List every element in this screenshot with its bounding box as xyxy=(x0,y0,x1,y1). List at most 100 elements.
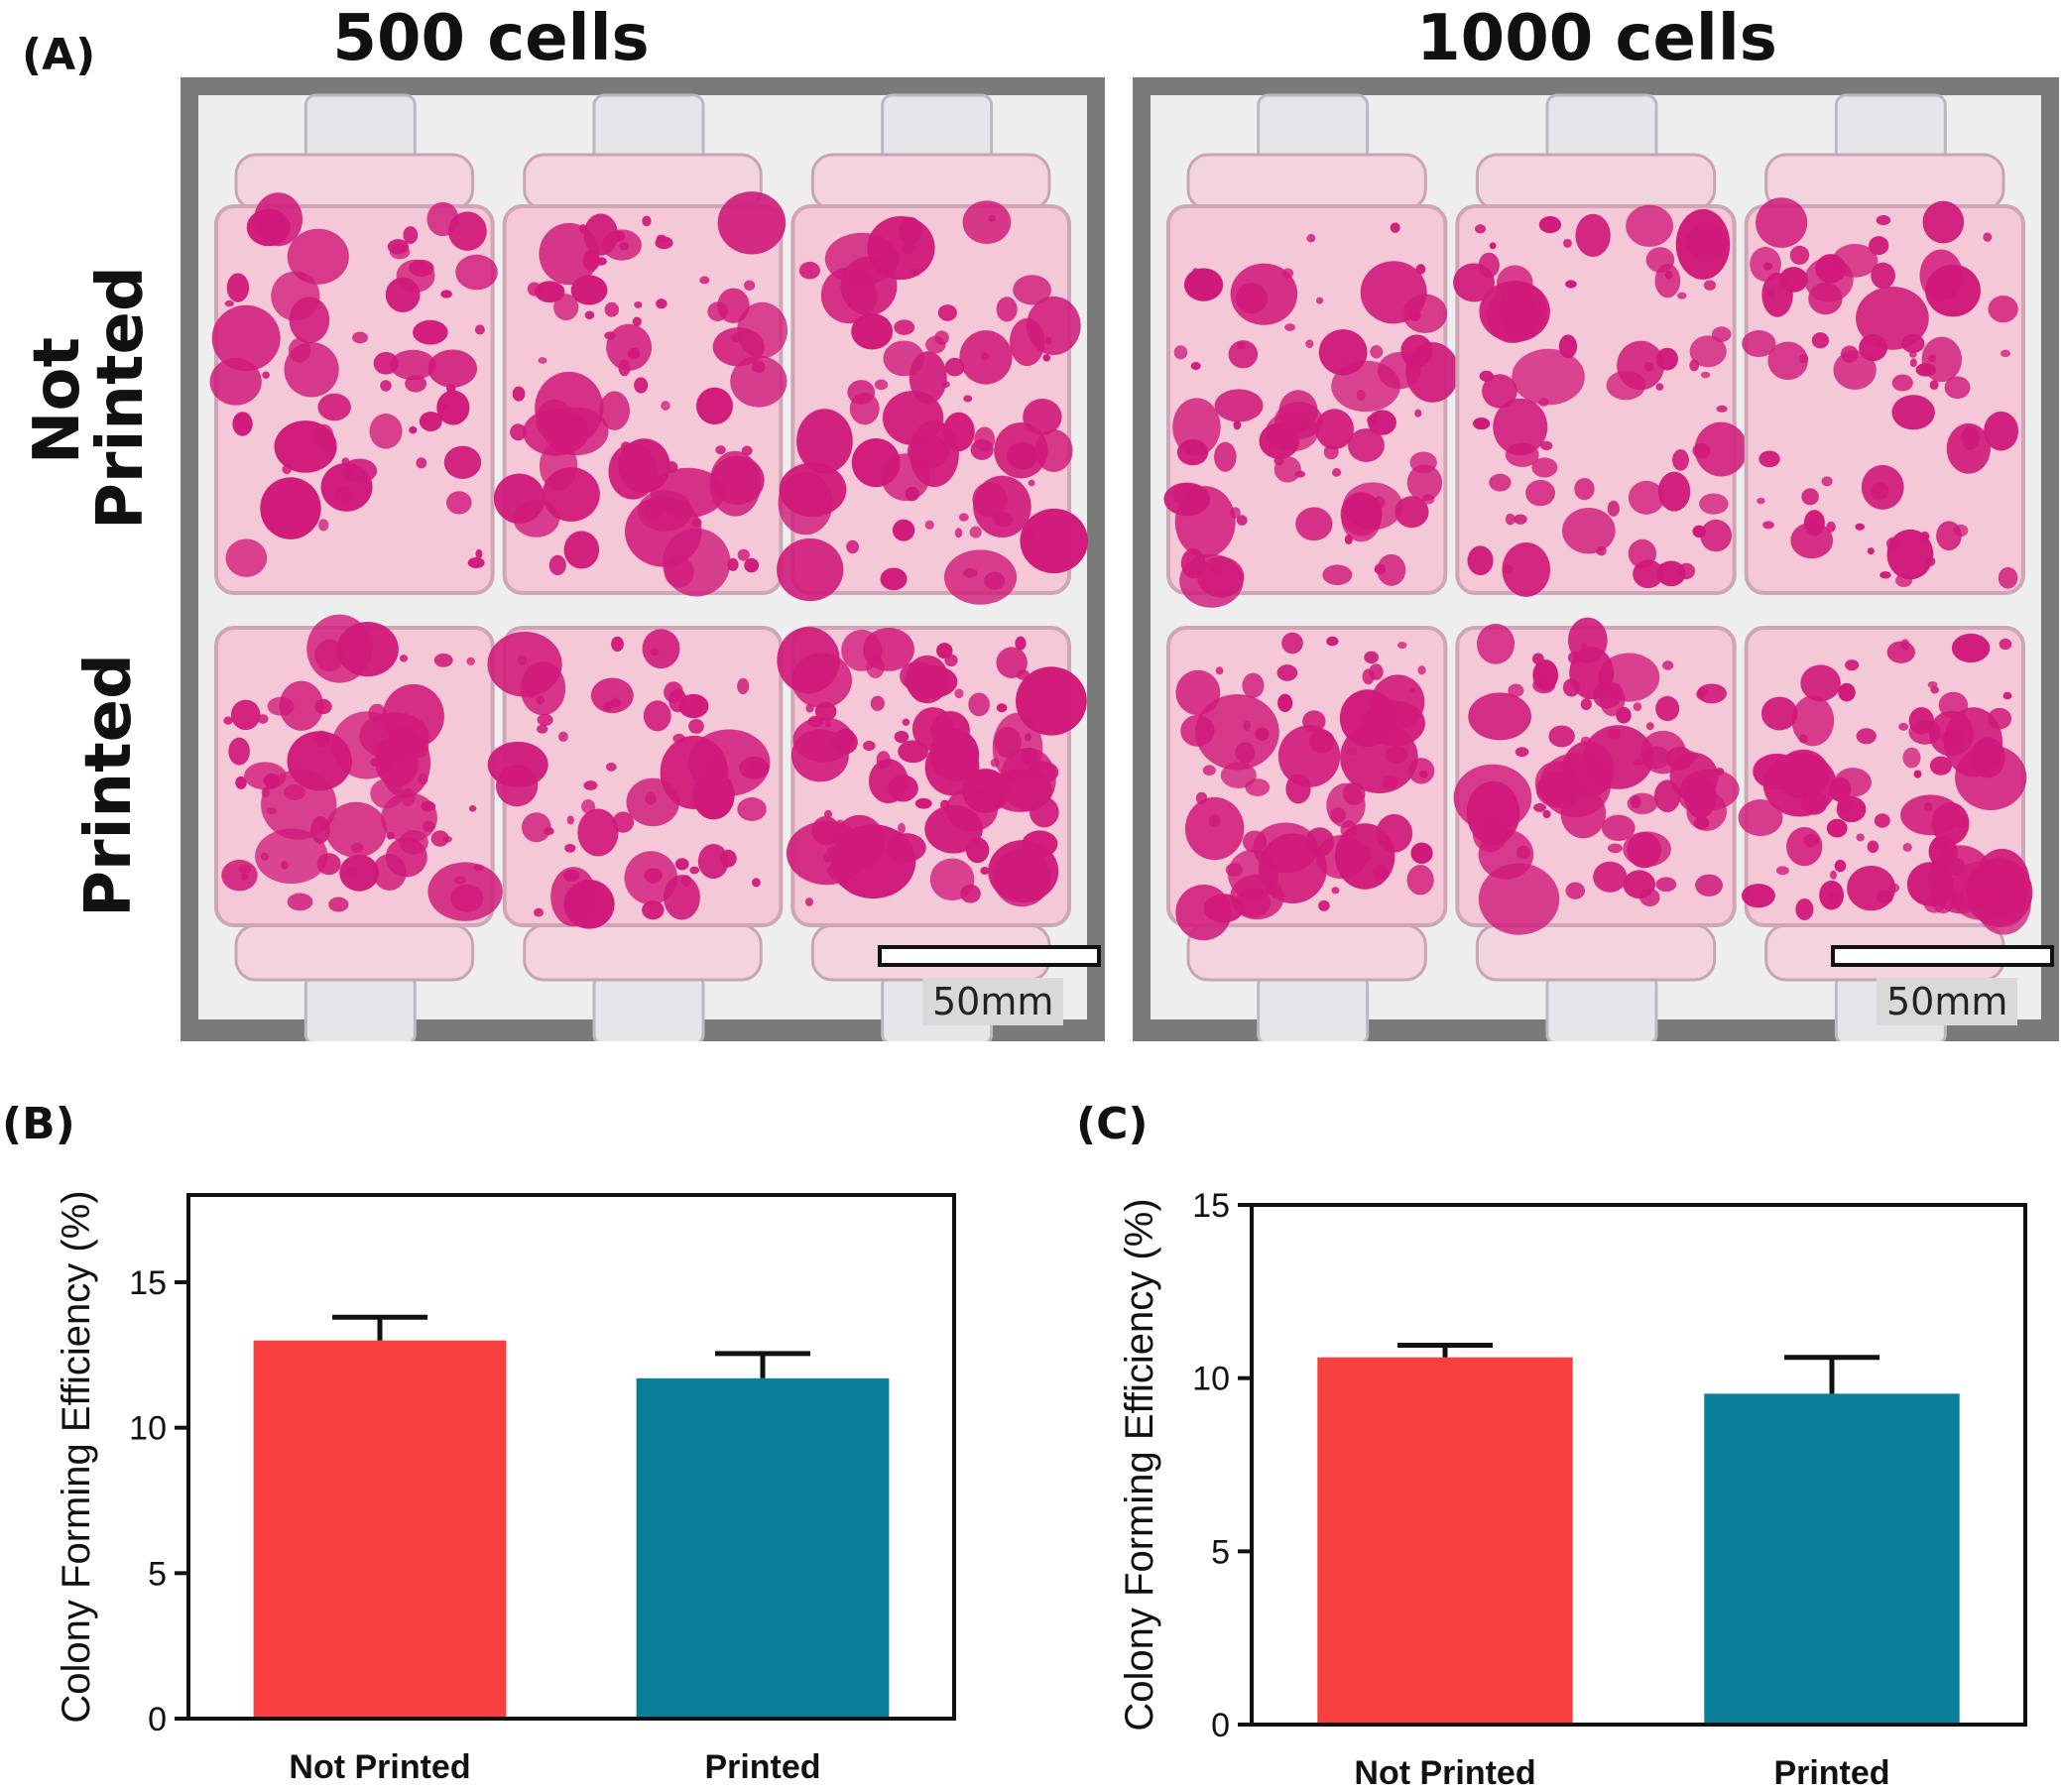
colony xyxy=(221,859,258,892)
colony xyxy=(271,271,320,321)
colony xyxy=(1028,479,1035,487)
colony xyxy=(959,330,1013,385)
colony xyxy=(1390,222,1400,233)
chart-b-svg: 0 5 10 15 Not Printed Printed Colony Forming E… xyxy=(55,1190,956,1786)
colony xyxy=(1175,669,1221,716)
colony xyxy=(1655,877,1677,893)
colony xyxy=(1607,500,1620,517)
colony xyxy=(1020,508,1089,574)
colony xyxy=(1376,813,1413,853)
colony xyxy=(1593,861,1628,893)
flask xyxy=(777,626,1087,1041)
colony xyxy=(413,319,448,345)
colony xyxy=(1902,842,1912,852)
colony xyxy=(1417,665,1426,675)
chart-c-category-label-1: Printed xyxy=(1773,1754,1889,1792)
colony xyxy=(909,419,959,488)
colony xyxy=(433,653,453,667)
colony xyxy=(1867,547,1875,555)
colony xyxy=(944,357,965,377)
colony xyxy=(1525,479,1556,507)
colony xyxy=(419,411,442,431)
colony xyxy=(1879,571,1891,579)
colony xyxy=(1757,497,1765,505)
colony xyxy=(1274,402,1323,439)
panel-c-letter: (C) xyxy=(1076,1099,1149,1149)
colony xyxy=(1367,415,1378,425)
colony xyxy=(1775,866,1789,876)
colony xyxy=(1013,275,1051,305)
colony xyxy=(863,740,876,752)
colony xyxy=(1760,696,1798,731)
colony xyxy=(1944,376,1971,400)
colony xyxy=(1493,398,1548,456)
colony xyxy=(1236,341,1247,350)
colony xyxy=(235,776,247,789)
colony xyxy=(455,254,498,291)
colony xyxy=(840,256,898,316)
colony xyxy=(328,896,349,912)
flask-shoulder xyxy=(1186,923,1427,982)
colony xyxy=(1929,756,1952,776)
colony xyxy=(1407,758,1435,784)
colony xyxy=(1901,333,1925,353)
flask xyxy=(1453,93,1748,597)
colony xyxy=(743,280,756,292)
colony xyxy=(1538,216,1562,234)
row-label-printed: Printed xyxy=(72,654,146,917)
colony xyxy=(1515,747,1529,758)
flask-neck xyxy=(592,973,705,1041)
colony xyxy=(316,853,341,876)
colony xyxy=(1657,471,1691,512)
colony xyxy=(313,730,330,747)
colony xyxy=(1369,663,1384,680)
colony xyxy=(260,477,321,539)
colony xyxy=(226,273,250,302)
colony xyxy=(680,875,691,887)
colony xyxy=(1869,236,1889,256)
colony xyxy=(1342,781,1366,806)
colony xyxy=(1716,405,1728,413)
colony xyxy=(1750,246,1781,282)
colony xyxy=(1653,779,1681,813)
colony xyxy=(339,854,380,892)
colony xyxy=(851,438,901,488)
colony xyxy=(692,771,735,820)
colony xyxy=(930,710,970,750)
colony xyxy=(603,701,613,711)
colony xyxy=(1567,617,1608,663)
colony xyxy=(1340,820,1358,840)
colony xyxy=(929,858,975,901)
colony xyxy=(727,557,739,571)
chart-b-ytick-label: 5 xyxy=(148,1555,167,1593)
colony xyxy=(1282,268,1294,279)
colony xyxy=(537,724,548,734)
colony xyxy=(1410,842,1433,865)
chart-b: 0 5 10 15 Not Printed Printed Colony Forming E… xyxy=(0,1131,1022,1792)
colony xyxy=(1502,542,1551,597)
colony xyxy=(335,486,352,502)
colony xyxy=(1778,267,1809,293)
colony xyxy=(1016,669,1030,680)
chart-b-category-label-0: Not Printed xyxy=(289,1748,470,1786)
flask-shoulder xyxy=(523,923,763,982)
colony xyxy=(644,868,663,884)
colony xyxy=(970,438,994,460)
colony xyxy=(267,696,295,716)
colony xyxy=(628,347,641,360)
colony xyxy=(535,281,565,303)
chart-c-svg: 0 5 10 15 Not Printed Printed Colony Forming E… xyxy=(1118,1187,2027,1792)
colony xyxy=(1789,245,1810,265)
colony xyxy=(346,465,354,477)
colony xyxy=(1236,515,1248,526)
colony xyxy=(1276,664,1298,681)
colony xyxy=(324,443,336,455)
colony xyxy=(709,450,762,517)
colony xyxy=(495,764,539,807)
colony xyxy=(1236,283,1269,314)
colony xyxy=(1512,348,1585,406)
colony xyxy=(909,351,947,405)
colony xyxy=(737,548,750,561)
colony xyxy=(1405,341,1460,403)
colony xyxy=(223,716,233,725)
